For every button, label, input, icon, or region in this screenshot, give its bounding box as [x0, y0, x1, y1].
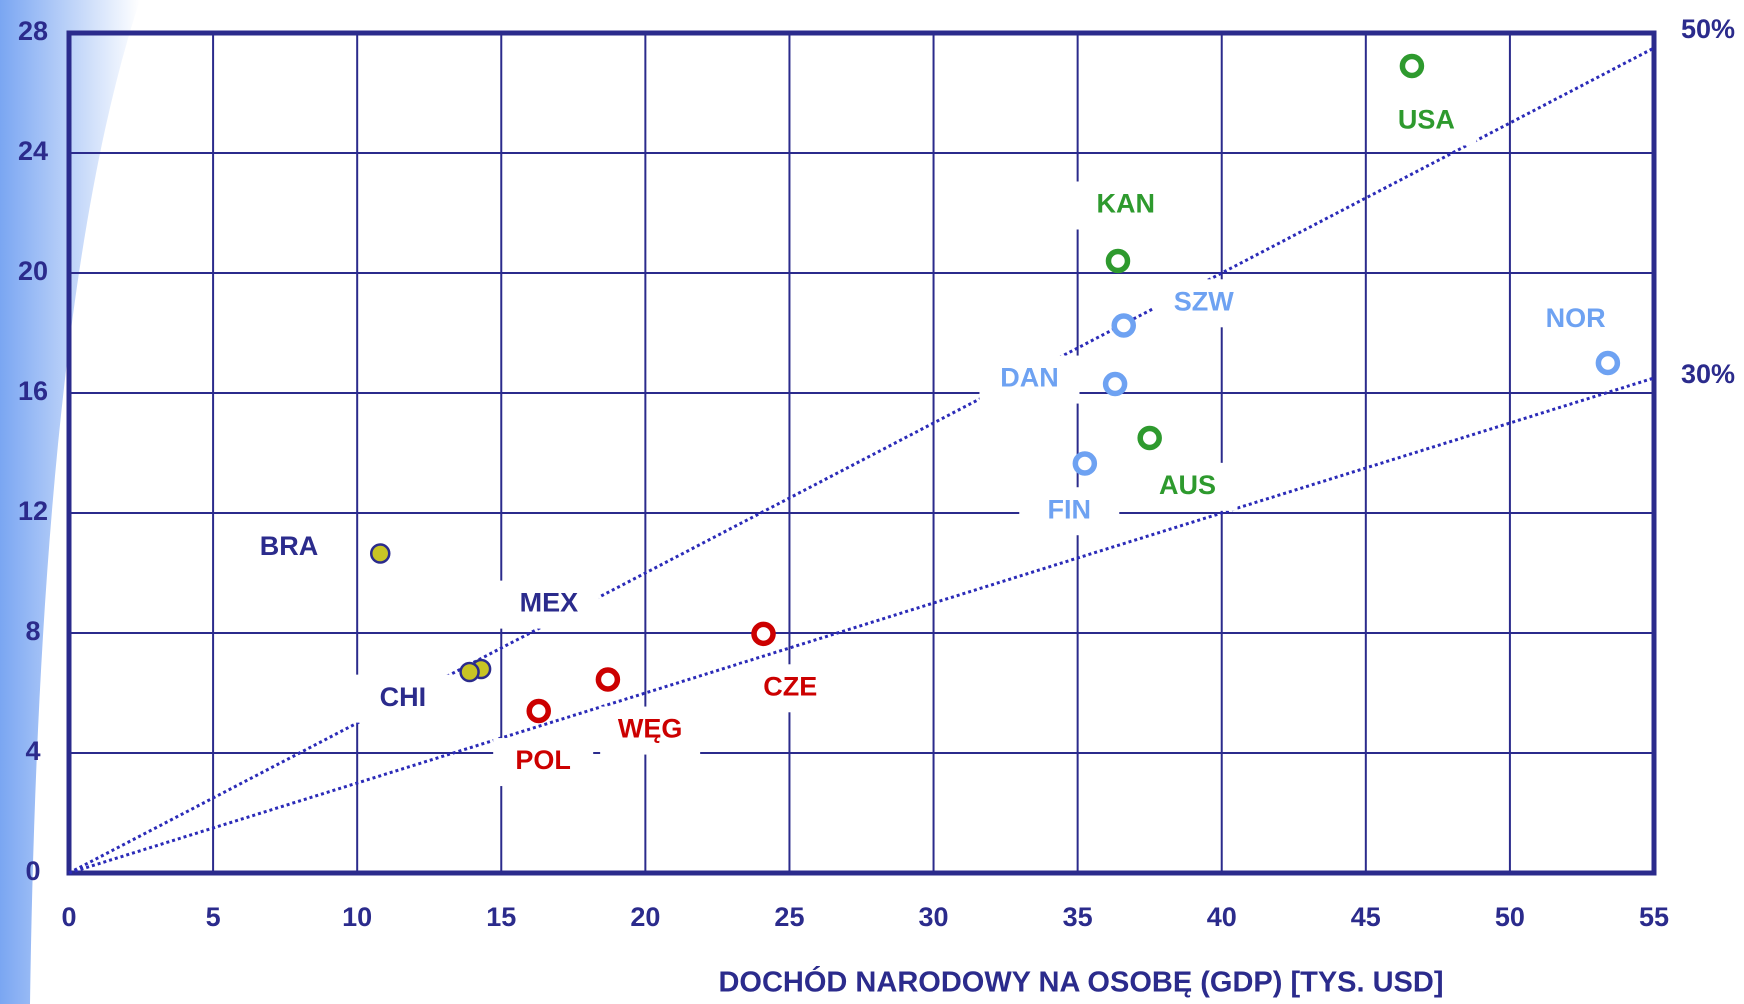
x-tick-label: 5 [206, 902, 221, 932]
y-tick-label: 8 [25, 616, 40, 646]
reference-line [68, 46, 1655, 875]
point-label: FIN [1048, 494, 1092, 524]
point [1072, 451, 1098, 476]
point-label: WĘG [618, 714, 683, 744]
point-label: AUS [1159, 470, 1216, 500]
label-background [740, 664, 841, 713]
point-label: BRA [260, 531, 319, 561]
point-label: KAN [1097, 189, 1156, 219]
point [1137, 425, 1162, 451]
y-tick-label: 0 [25, 856, 40, 886]
point-label: SZW [1174, 286, 1235, 316]
reference-line [68, 376, 1655, 875]
label-background [498, 580, 599, 629]
point-label: CZE [763, 671, 817, 701]
x-tick-label: 25 [774, 902, 804, 932]
x-tick-label: 45 [1351, 902, 1381, 932]
point-label: POL [515, 745, 571, 775]
label-background [600, 706, 701, 755]
label-background [1075, 181, 1176, 230]
reference-label: 30% [1681, 359, 1735, 389]
point [369, 543, 391, 564]
point [751, 621, 776, 647]
label-background [352, 674, 453, 723]
label-background [1153, 279, 1254, 328]
side-decoration [0, 0, 140, 1004]
x-tick-label: 55 [1639, 902, 1669, 932]
x-tick-label: 35 [1063, 902, 1093, 932]
point-label: CHI [380, 682, 427, 712]
x-tick-label: 0 [61, 902, 76, 932]
label-background [239, 523, 340, 572]
x-tick-label: 10 [342, 902, 372, 932]
label-background [1376, 97, 1477, 146]
point [1399, 53, 1425, 79]
plot-border [66, 30, 1657, 876]
label-background [493, 738, 594, 787]
y-tick-label: 16 [18, 376, 48, 406]
point-label: USA [1398, 105, 1455, 135]
x-tick-label: 50 [1495, 902, 1525, 932]
y-tick-label: 12 [18, 496, 48, 526]
point [595, 667, 621, 692]
label-background [1019, 487, 1120, 536]
label-background [1137, 462, 1238, 511]
x-axis-label: DOCHÓD NARODOWY NA OSOBĘ (GDP) [TYS. USD… [718, 965, 1443, 999]
point-label: DAN [1000, 363, 1059, 393]
x-tick-label: 30 [919, 902, 949, 932]
x-tick-label: 20 [630, 902, 660, 932]
point [459, 661, 480, 683]
y-tick-label: 20 [18, 256, 48, 286]
point [1595, 350, 1621, 376]
x-tick-label: 40 [1207, 902, 1237, 932]
y-tick-label: 24 [18, 136, 48, 166]
point-label: MEX [520, 588, 579, 618]
label-background [1525, 295, 1626, 344]
y-tick-label: 4 [25, 736, 40, 766]
point [1102, 371, 1128, 397]
x-tick-label: 15 [486, 902, 516, 932]
y-tick-label: 28 [18, 16, 48, 46]
label-background [979, 355, 1080, 404]
point-label: NOR [1546, 303, 1606, 333]
point [526, 698, 551, 724]
reference-label: 50% [1681, 14, 1735, 44]
point [1111, 313, 1136, 338]
point [1105, 248, 1131, 274]
